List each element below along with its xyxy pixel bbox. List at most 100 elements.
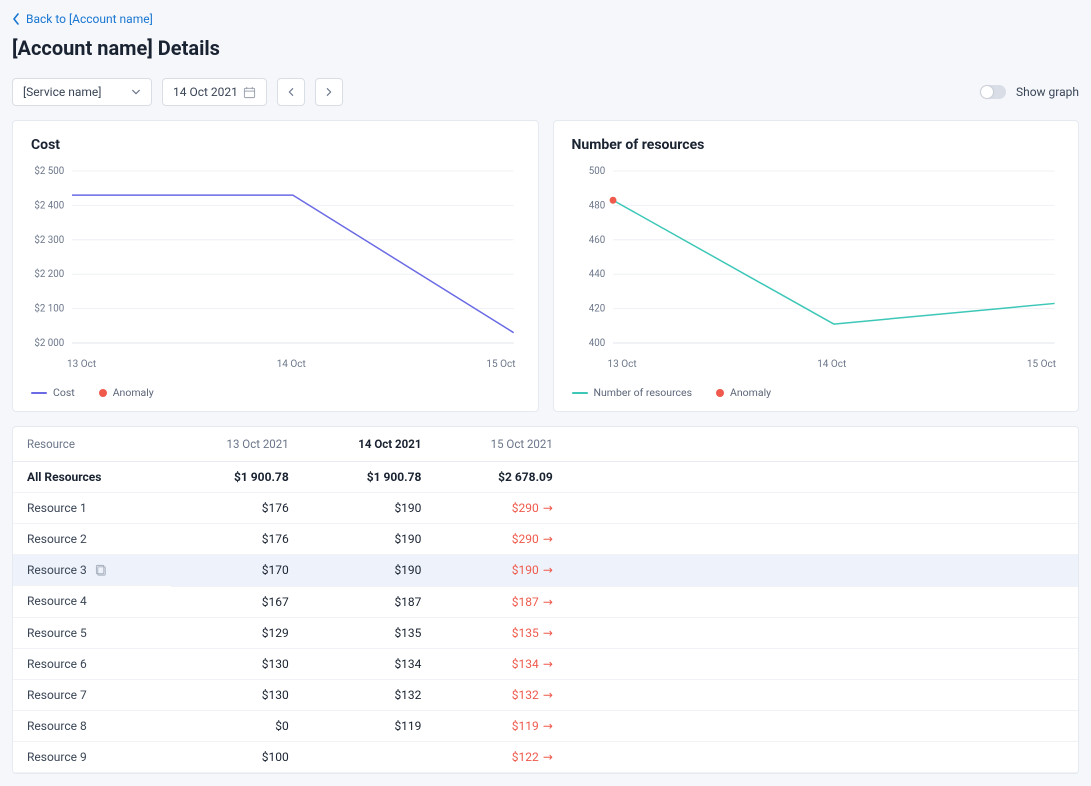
resources-chart-legend: Number of resources Anomaly <box>572 386 1061 399</box>
row-v1: $100 <box>171 741 302 772</box>
show-graph-label: Show graph <box>1016 85 1079 99</box>
table-row[interactable]: Resource 4 $167 $187 $187↗ <box>13 586 1078 617</box>
row-v2: $134 <box>303 648 436 679</box>
cost-chart-title: Cost <box>31 137 520 153</box>
resources-table: Resource 13 Oct 2021 14 Oct 2021 15 Oct … <box>13 427 1078 773</box>
row-v1: $170 <box>171 555 302 587</box>
row-v3: $134↗ <box>435 648 566 679</box>
chevron-down-icon <box>131 87 141 97</box>
svg-text:$2 000: $2 000 <box>34 338 64 349</box>
table-row[interactable]: Resource 6 $130 $134 $134↗ <box>13 648 1078 679</box>
row-label: Resource 1 <box>13 493 171 524</box>
resources-chart-panel: Number of resources 400420440460480500 1… <box>553 120 1080 412</box>
table-col-d2[interactable]: 14 Oct 2021 <box>303 427 436 462</box>
row-v3: $132↗ <box>435 679 566 710</box>
cost-chart: $2 000 $2 100 $2 200 $2 300 $2 400 $2 500 <box>31 165 520 355</box>
row-v1: $130 <box>171 679 302 710</box>
row-v3: $190↗ <box>435 555 566 587</box>
x-tick-label: 14 Oct <box>817 359 846 370</box>
svg-text:400: 400 <box>588 338 604 349</box>
back-link[interactable]: Back to [Account name] <box>12 12 153 26</box>
row-v1: $0 <box>171 710 302 741</box>
summary-label: All Resources <box>13 462 171 493</box>
show-graph-toggle-wrap: Show graph <box>980 85 1079 99</box>
table-col-d3[interactable]: 15 Oct 2021 <box>435 427 566 462</box>
calendar-icon <box>243 86 256 99</box>
table-col-resource[interactable]: Resource <box>13 427 171 462</box>
row-label: Resource 7 <box>13 679 171 710</box>
summary-v2: $1 900.78 <box>303 462 436 493</box>
table-row[interactable]: Resource 8 $0 $119 $119↗ <box>13 710 1078 741</box>
svg-text:$2 300: $2 300 <box>34 235 64 246</box>
row-v2: $190 <box>303 493 436 524</box>
legend-item: Anomaly <box>716 386 771 399</box>
legend-label: Number of resources <box>594 386 693 399</box>
table-row[interactable]: Resource 2 $176 $190 $290↗ <box>13 524 1078 555</box>
table-body: All Resources $1 900.78 $1 900.78 $2 678… <box>13 462 1078 773</box>
service-select[interactable]: [Service name] <box>12 78 152 106</box>
x-tick-label: 14 Oct <box>277 359 306 370</box>
row-v3: $135↗ <box>435 617 566 648</box>
row-v3: $290↗ <box>435 524 566 555</box>
row-v1: $129 <box>171 617 302 648</box>
legend-label: Anomaly <box>113 386 154 399</box>
row-v1: $130 <box>171 648 302 679</box>
row-label: Resource 2 <box>13 524 171 555</box>
svg-text:$2 400: $2 400 <box>34 200 64 211</box>
row-label: Resource 3 <box>13 555 171 586</box>
row-label: Resource 8 <box>13 710 171 741</box>
table-summary-row: All Resources $1 900.78 $1 900.78 $2 678… <box>13 462 1078 493</box>
row-v3: $122↗ <box>435 741 566 772</box>
x-tick-label: 15 Oct <box>486 359 515 370</box>
copy-icon[interactable] <box>95 564 108 577</box>
row-v2: $190 <box>303 555 436 587</box>
table-col-d1[interactable]: 13 Oct 2021 <box>171 427 302 462</box>
row-v3: $290↗ <box>435 493 566 524</box>
x-tick-label: 13 Oct <box>608 359 637 370</box>
svg-text:480: 480 <box>588 200 604 211</box>
chevron-left-icon <box>286 87 296 97</box>
svg-text:$2 500: $2 500 <box>34 166 64 177</box>
chevron-left-icon <box>12 13 20 25</box>
legend-item: Cost <box>31 386 75 399</box>
svg-text:420: 420 <box>588 304 604 315</box>
date-picker-value: 14 Oct 2021 <box>173 85 238 99</box>
row-v1: $176 <box>171 524 302 555</box>
resources-table-panel: Resource 13 Oct 2021 14 Oct 2021 15 Oct … <box>12 426 1079 774</box>
resources-chart-title: Number of resources <box>572 137 1061 153</box>
x-tick-label: 13 Oct <box>67 359 96 370</box>
row-v3: $119↗ <box>435 710 566 741</box>
row-v3: $187↗ <box>435 586 566 617</box>
row-v1: $176 <box>171 493 302 524</box>
row-v2: $135 <box>303 617 436 648</box>
row-v2: $190 <box>303 524 436 555</box>
cost-chart-panel: Cost $2 000 $2 100 $2 200 $2 300 $2 400 $2 50… <box>12 120 539 412</box>
date-prev-button[interactable] <box>277 78 305 106</box>
table-row[interactable]: Resource 7 $130 $132 $132↗ <box>13 679 1078 710</box>
service-select-value: [Service name] <box>23 85 101 99</box>
table-row[interactable]: Resource 5 $129 $135 $135↗ <box>13 617 1078 648</box>
table-row[interactable]: Resource 9 $100 $122↗ <box>13 741 1078 772</box>
svg-text:460: 460 <box>588 235 604 246</box>
date-next-button[interactable] <box>315 78 343 106</box>
summary-v1: $1 900.78 <box>171 462 302 493</box>
show-graph-toggle[interactable] <box>980 85 1006 99</box>
row-v2: $187 <box>303 586 436 617</box>
date-picker[interactable]: 14 Oct 2021 <box>162 78 267 106</box>
row-v1: $167 <box>171 586 302 617</box>
cost-chart-legend: Cost Anomaly <box>31 386 520 399</box>
svg-text:$2 200: $2 200 <box>34 269 64 280</box>
summary-v3: $2 678.09 <box>435 462 566 493</box>
row-label: Resource 4 <box>13 586 171 617</box>
x-tick-label: 15 Oct <box>1027 359 1056 370</box>
cost-chart-xlabels: 13 Oct 14 Oct 15 Oct <box>31 355 520 370</box>
resources-chart: 400420440460480500 <box>572 165 1061 355</box>
svg-text:$2 100: $2 100 <box>34 304 64 315</box>
resources-chart-xlabels: 13 Oct 14 Oct 15 Oct <box>572 355 1061 370</box>
row-v2 <box>303 741 436 772</box>
chevron-right-icon <box>324 87 334 97</box>
row-v2: $132 <box>303 679 436 710</box>
table-row[interactable]: Resource 3 $170 $190 $190↗ <box>13 555 1078 587</box>
row-v2: $119 <box>303 710 436 741</box>
table-row[interactable]: Resource 1 $176 $190 $290↗ <box>13 493 1078 524</box>
